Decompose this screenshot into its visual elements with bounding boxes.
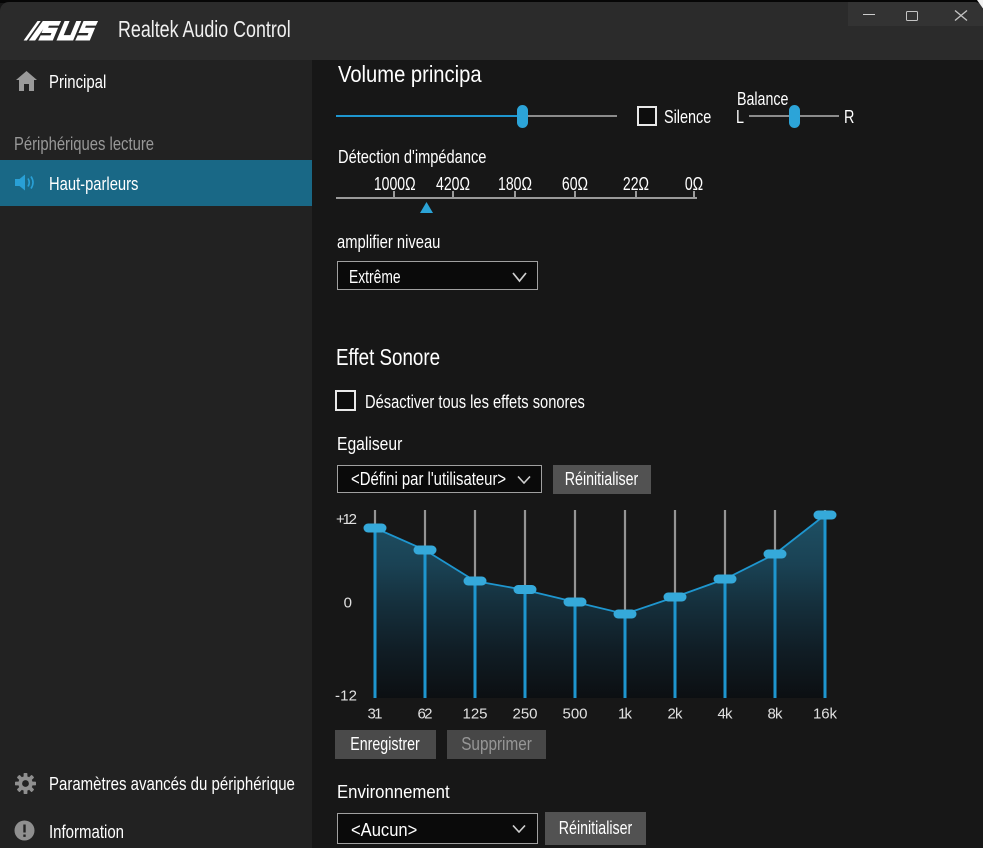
svg-text:+12: +12 <box>336 511 357 528</box>
svg-text:-12: -12 <box>335 688 357 705</box>
svg-text:2k: 2k <box>668 706 684 723</box>
svg-text:62: 62 <box>418 706 433 723</box>
svg-text:1k: 1k <box>618 706 633 723</box>
svg-text:250: 250 <box>513 706 538 723</box>
svg-text:125: 125 <box>463 706 488 723</box>
svg-text:500: 500 <box>563 706 588 723</box>
svg-text:8k: 8k <box>768 706 784 723</box>
svg-text:4k: 4k <box>718 706 734 723</box>
svg-text:16k: 16k <box>813 706 838 723</box>
svg-text:0: 0 <box>344 595 352 612</box>
svg-text:31: 31 <box>368 706 383 723</box>
